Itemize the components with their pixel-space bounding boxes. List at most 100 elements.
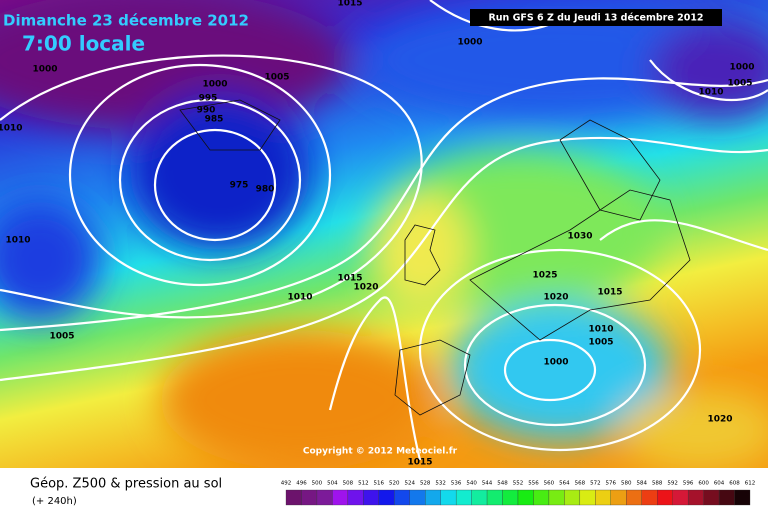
isobar-label: 1015	[337, 274, 362, 284]
scale-label: 568	[575, 481, 586, 487]
scale-label: 584	[636, 481, 647, 487]
map-background	[0, 0, 768, 470]
time-label: 7:00 locale	[22, 32, 145, 56]
scale-label: 552	[513, 481, 524, 487]
scale-label: 588	[652, 481, 663, 487]
scale-swatch	[533, 489, 550, 506]
isobar-label: 1020	[543, 293, 568, 303]
footer-title: Géop. Z500 & pression au sol	[30, 477, 222, 492]
isobar-label: 1015	[337, 0, 362, 9]
scale-swatch	[718, 489, 735, 506]
scale-label: 576	[606, 481, 617, 487]
scale-label: 556	[528, 481, 539, 487]
color-scale: 492 496 500 504 508 512 516 520 524 528 532 536 540 5…	[281, 481, 756, 506]
scale-label: 508	[343, 481, 354, 487]
scale-swatch	[285, 489, 302, 506]
scale-label: 524	[404, 481, 415, 487]
isobar-label: 1000	[457, 38, 482, 48]
isobar-label: 1010	[287, 293, 312, 303]
scale-swatch	[471, 489, 488, 506]
scale-swatch	[564, 489, 581, 506]
scale-swatch	[579, 489, 596, 506]
scale-label: 604	[714, 481, 725, 487]
isobar-label: 1005	[264, 73, 289, 83]
scale-swatch	[347, 489, 364, 506]
scale-label: 532	[435, 481, 446, 487]
isobar-label: 990	[197, 106, 216, 116]
scale-swatch	[657, 489, 673, 506]
scale-swatch	[394, 489, 410, 506]
scale-swatch	[610, 489, 627, 506]
isobar-label: 1000	[32, 65, 57, 75]
scale-swatch	[409, 489, 426, 506]
scale-swatch	[363, 489, 379, 506]
run-label: Run GFS 6 Z du Jeudi 13 décembre 2012	[488, 13, 703, 24]
scale-label: 512	[358, 481, 369, 487]
isobar-label: 1010	[588, 325, 613, 335]
scale-label: 504	[327, 481, 338, 487]
scale-label: 500	[312, 481, 323, 487]
scale-swatch	[332, 489, 349, 506]
scale-swatch	[517, 489, 534, 506]
scale-swatch	[734, 489, 751, 506]
scale-label: 516	[374, 481, 385, 487]
date-label: Dimanche 23 décembre 2012	[3, 12, 249, 30]
scale-swatch	[455, 489, 472, 506]
isobar-label: 1000	[543, 358, 568, 368]
scale-swatch	[703, 489, 720, 506]
isobar-label: 1010	[698, 88, 723, 98]
scale-label: 548	[497, 481, 508, 487]
scale-label: 496	[296, 481, 307, 487]
scale-label: 544	[482, 481, 493, 487]
isobar-label: 1020	[707, 415, 732, 425]
scale-label: 592	[667, 481, 678, 487]
scale-label: 528	[420, 481, 431, 487]
scale-swatch	[626, 489, 642, 506]
isobar-label: 1020	[353, 283, 378, 293]
scale-swatch	[378, 489, 395, 506]
scale-label: 600	[698, 481, 709, 487]
isobar-label: 975	[230, 181, 249, 191]
scale-swatch	[502, 489, 519, 506]
scale-swatch	[301, 489, 318, 506]
footer-lead: (+ 240h)	[32, 496, 77, 507]
scale-swatch	[316, 489, 333, 506]
isobar-label: 1015	[597, 288, 622, 298]
scale-label: 560	[544, 481, 555, 487]
isobar-label: 980	[256, 185, 275, 195]
scale-label: 580	[621, 481, 632, 487]
isobar-label: 985	[205, 115, 224, 125]
isobar-label: 1025	[532, 271, 557, 281]
isobar-label: 995	[199, 94, 218, 104]
isobar-label: 1030	[567, 232, 592, 242]
scale-swatch	[687, 489, 704, 506]
scale-label: 572	[590, 481, 601, 487]
isobar-label: 1010	[0, 124, 23, 134]
scale-swatch	[641, 489, 658, 506]
scale-label: 596	[683, 481, 694, 487]
scale-label: 564	[559, 481, 570, 487]
scale-swatch	[425, 489, 441, 506]
scale-label: 612	[745, 481, 756, 487]
scale-label: 492	[281, 481, 292, 487]
scale-label: 540	[466, 481, 477, 487]
isobar-label: 1005	[49, 332, 74, 342]
scale-label: 608	[729, 481, 740, 487]
scale-label: 520	[389, 481, 400, 487]
isobar-label: 1010	[5, 236, 30, 246]
isobar-label: 1000	[729, 63, 754, 73]
isobar-label: 1000	[202, 80, 227, 90]
copyright: Copyright © 2012 Meteociel.fr	[303, 447, 458, 457]
scale-swatch	[440, 489, 457, 506]
scale-swatch	[548, 489, 565, 506]
isobar-label: 1005	[588, 338, 613, 348]
run-box	[470, 9, 722, 26]
scale-swatch	[672, 489, 689, 506]
scale-label: 536	[451, 481, 462, 487]
scale-swatch	[486, 489, 503, 506]
isobar-label: 1015	[407, 458, 432, 468]
scale-swatch	[595, 489, 611, 506]
